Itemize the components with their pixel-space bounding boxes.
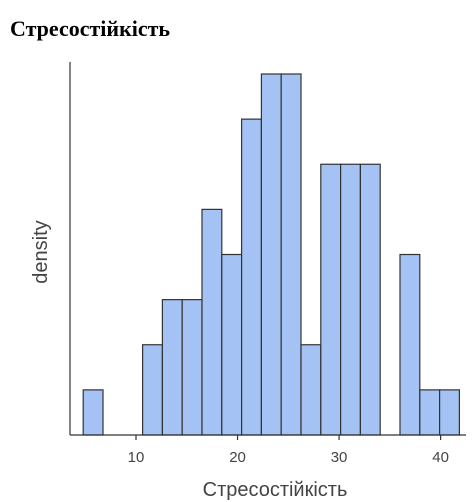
x-tick-label: 40 (432, 449, 449, 466)
histogram-bar (280, 73, 302, 436)
histogram-bar (181, 299, 203, 436)
histogram-bar (439, 389, 461, 436)
histogram-bar (359, 163, 381, 436)
histogram-bar (161, 299, 183, 436)
x-ticks-group: 10 20 30 40 (128, 435, 449, 466)
page-title: Стресостійкість (10, 16, 171, 41)
histogram-bar (340, 163, 362, 436)
histogram-bar (201, 208, 223, 436)
histogram-bar (82, 389, 104, 436)
x-tick-label: 10 (128, 449, 145, 466)
histogram-bar (300, 344, 322, 436)
y-axis-label: density (30, 220, 52, 283)
histogram-bar (419, 389, 441, 436)
histogram-bar (221, 253, 243, 436)
bars-group (82, 73, 461, 436)
histogram-bar (260, 73, 282, 436)
x-tick-label: 30 (331, 449, 348, 466)
x-tick-label: 20 (229, 449, 246, 466)
histogram-bar (241, 118, 263, 436)
histogram-bar (142, 344, 164, 436)
histogram-bar (320, 163, 342, 436)
x-axis-label: Стресостійкість (203, 479, 348, 501)
histogram-bar (399, 253, 421, 436)
